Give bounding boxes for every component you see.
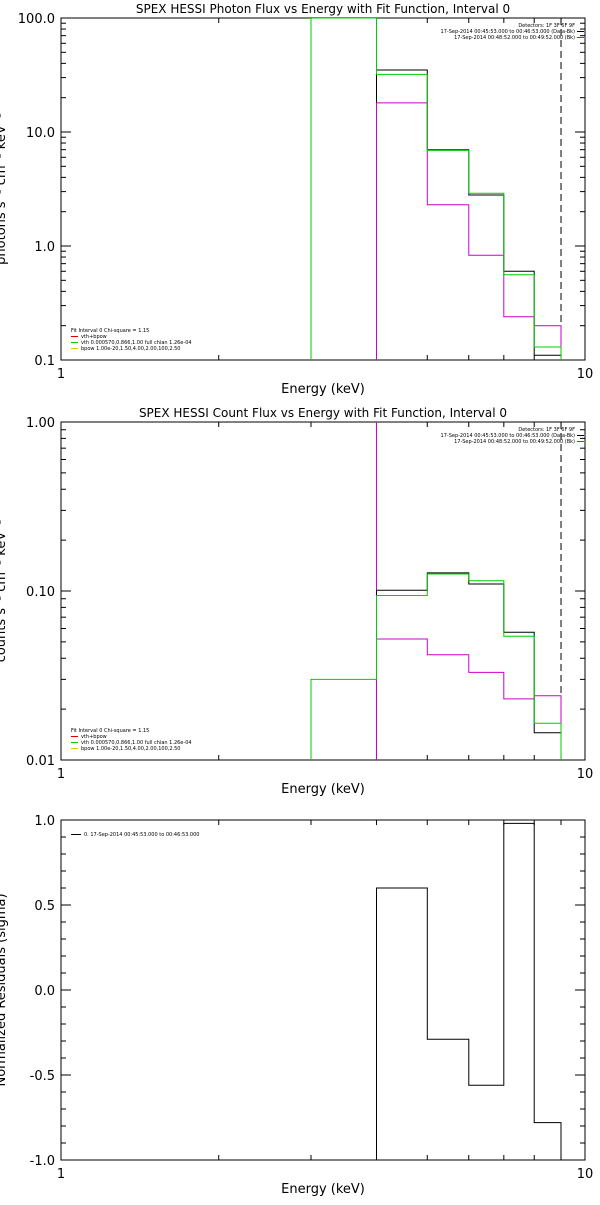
plot-frame (60, 421, 586, 761)
info-line: 17-Sep-2014 00:45:53.000 to 00:46:53.000… (441, 29, 576, 35)
x-ticks (218, 18, 562, 360)
y-ticks (61, 819, 585, 1161)
info-line: 17-Sep-2014 00:48:52.000 to 00:49:52.000… (454, 439, 575, 445)
y-tick-label: 1.00 (26, 416, 55, 431)
series-1-histogram (376, 572, 562, 760)
y-tick-label: 0.10 (26, 585, 55, 600)
x-tick-label: 10 (577, 767, 594, 782)
info-line: 17-Sep-2014 00:48:52.000 to 00:49:52.000… (454, 35, 575, 41)
y-ticks (61, 421, 585, 761)
x-tick-label: 1 (57, 367, 65, 382)
panel-1: SPEX HESSI Photon Flux vs Energy with Fi… (0, 2, 593, 397)
series-2-histogram (376, 638, 562, 760)
fit-info-line: Fit Interval 0 Chi-square = 1.15 (71, 328, 149, 334)
plot-frame (60, 17, 586, 361)
info-line: Detectors: 1F 3F 6F 9F (518, 427, 575, 433)
chart-title: SPEX HESSI Count Flux vs Energy with Fit… (139, 406, 507, 420)
x-tick-label: 1 (57, 767, 65, 782)
fit-info-line: vth 0.000570,0.866,1.00 full chian 1.26e… (81, 340, 192, 346)
info-line: Detectors: 1F 3F 6F 9F (518, 23, 575, 29)
y-ticks (61, 17, 585, 361)
x-axis-label: Energy (keV) (281, 382, 365, 397)
x-tick-label: 10 (577, 1167, 594, 1182)
x-tick-label: 10 (577, 367, 594, 382)
panel-2: SPEX HESSI Count Flux vs Energy with Fit… (0, 406, 593, 797)
y-tick-label: 0.01 (26, 754, 55, 769)
fit-info-line: vth+bpow (81, 334, 107, 340)
x-ticks (218, 820, 562, 1160)
series-3-histogram (310, 573, 562, 760)
series-3-histogram (310, 18, 562, 360)
y-tick-label: 0.1 (34, 354, 55, 369)
fit-info-line: bpow 1.00e-20,1.50,4.00,2.00,100,2.50 (81, 346, 180, 352)
x-axis-label: Energy (keV) (281, 782, 365, 797)
fit-info-line: Fit Interval 0 Chi-square = 1.15 (71, 728, 149, 734)
fit-info-line: bpow 1.00e-20,1.50,4.00,2.00,100,2.50 (81, 746, 180, 752)
x-tick-label: 1 (57, 1167, 65, 1182)
x-ticks (218, 422, 562, 760)
y-axis-label: photons s⁻¹ cm⁻² keV⁻¹ (0, 113, 9, 265)
plot-area (376, 822, 562, 1160)
plot-area (310, 18, 562, 360)
series-1-histogram (376, 69, 562, 360)
y-tick-label: 0.0 (34, 984, 55, 999)
y-tick-label: 100.0 (18, 12, 55, 27)
x-axis-label: Energy (keV) (281, 1182, 365, 1197)
info-line: 17-Sep-2014 00:45:53.000 to 00:46:53.000… (441, 433, 576, 439)
series-1-histogram (376, 822, 562, 1160)
y-tick-label: 1.0 (34, 240, 55, 255)
fit-info-line: vth+bpow (81, 734, 107, 740)
plot-frame (60, 819, 586, 1161)
plot-area (310, 422, 562, 760)
y-tick-label: 10.0 (26, 126, 55, 141)
y-tick-label: -1.0 (30, 1154, 55, 1169)
y-axis-label: Normalized Residuals (sigma) (0, 893, 9, 1086)
legend-entry: 0. 17-Sep-2014 00:45:53.000 to 00:46:53.… (84, 832, 199, 838)
panel-3: 1 10 Energy (keV) -1.0 -0.5 0.0 0.5 1.0 Normaliz… (0, 814, 593, 1197)
y-tick-label: -0.5 (30, 1069, 55, 1084)
y-tick-label: 0.5 (34, 899, 55, 914)
y-tick-label: 1.0 (34, 814, 55, 829)
series-2-histogram (376, 102, 562, 360)
chart-title: SPEX HESSI Photon Flux vs Energy with Fi… (136, 2, 510, 16)
y-axis-label: counts s⁻¹ cm⁻² keV⁻¹ (0, 520, 9, 663)
fit-info-line: vth 0.000570,0.866,1.00 full chian 1.26e… (81, 740, 192, 746)
